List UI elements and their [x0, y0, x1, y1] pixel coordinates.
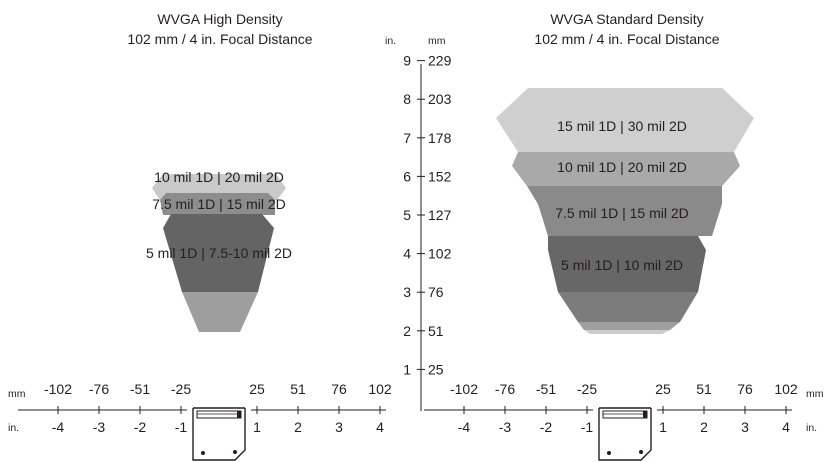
vertical-inch-label: 3 — [403, 284, 411, 300]
right-zone-4 — [548, 236, 706, 292]
vertical-mm-label: 152 — [428, 168, 452, 184]
left-unit-mm: mm — [8, 388, 26, 400]
vertical-inch-label: 5 — [403, 207, 411, 223]
left-inch-label: -4 — [52, 419, 65, 435]
right-mm-label: 102 — [774, 381, 798, 397]
left-zone-3 — [163, 214, 274, 292]
right-zone-1 — [496, 88, 754, 152]
left-zone-3-label: 5 mil 1D | 7.5-10 mil 2D — [146, 245, 292, 261]
left-mm-label: -51 — [130, 381, 150, 397]
left-mm-label: 76 — [331, 381, 347, 397]
vertical-inch-label: 8 — [403, 91, 411, 107]
left-zone-1-label: 10 mil 1D | 20 mil 2D — [154, 169, 284, 185]
right-inch-label: 3 — [741, 419, 749, 435]
right-inch-label: -3 — [499, 419, 512, 435]
left-zone-4 — [182, 292, 258, 332]
right-zones — [496, 88, 754, 334]
right-mm-label: -102 — [450, 381, 478, 397]
vertical-mm-label: 127 — [428, 207, 452, 223]
left-mm-label: 51 — [290, 381, 306, 397]
left-mm-label: -25 — [171, 381, 191, 397]
right-mm-label: -51 — [536, 381, 556, 397]
right-zone-3 — [527, 186, 722, 236]
vertical-mm-label: 25 — [428, 361, 444, 377]
left-inch-label: 3 — [335, 419, 343, 435]
right-mm-label: -76 — [495, 381, 515, 397]
right-inch-label: 4 — [782, 419, 790, 435]
left-inch-label: -1 — [175, 419, 188, 435]
right-mm-label: 76 — [737, 381, 753, 397]
right-unit-mm: mm — [806, 388, 824, 400]
right-mm-label: 51 — [696, 381, 712, 397]
left-zones — [152, 174, 286, 332]
vertical-inch-label: 6 — [403, 168, 411, 184]
left-inch-label: -3 — [93, 419, 106, 435]
left-subtitle: 102 mm / 4 in. Focal Distance — [127, 31, 312, 47]
vertical-mm-label: 178 — [428, 130, 452, 146]
vertical-mm-label: 203 — [428, 91, 452, 107]
left-zone-2-label: 7.5 mil 1D | 15 mil 2D — [152, 196, 286, 212]
vertical-mm-label: 229 — [428, 53, 452, 69]
vertical-mm-label: 76 — [428, 284, 444, 300]
left-mm-label: -76 — [89, 381, 109, 397]
right-zone-2-label: 10 mil 1D | 20 mil 2D — [557, 159, 687, 175]
right-horizontal-axis: -102 -4 -76 -3 -51 -2 -25 -1 25 1 51 2 76 3 102 4 — [424, 381, 798, 435]
right-inch-label: -1 — [581, 419, 594, 435]
vertical-inch-label: 4 — [403, 246, 411, 262]
left-mm-label: 25 — [249, 381, 265, 397]
left-mm-label: 102 — [368, 381, 392, 397]
right-inch-label: 1 — [659, 419, 667, 435]
right-unit-in: in. — [806, 422, 817, 434]
right-zone-7 — [584, 330, 670, 334]
left-inch-label: 4 — [376, 419, 384, 435]
left-inch-label: 2 — [294, 419, 302, 435]
vertical-mm-label: 102 — [428, 246, 452, 262]
left-scanner-icon — [192, 407, 246, 461]
left-inch-label: -2 — [134, 419, 147, 435]
vertical-inch-label: 7 — [403, 130, 411, 146]
right-inch-label: -2 — [540, 419, 553, 435]
right-zone-3-label: 7.5 mil 1D | 15 mil 2D — [555, 205, 689, 221]
right-zone-4-label: 5 mil 1D | 10 mil 2D — [561, 257, 683, 273]
vertical-unit-mm: mm — [428, 35, 446, 47]
left-horizontal-axis: -102 -4 -76 -3 -51 -2 -25 -1 25 1 51 2 76 3 102 4 — [18, 381, 392, 435]
right-title: WVGA Standard Density — [550, 11, 703, 27]
vertical-inch-label: 9 — [403, 53, 411, 69]
vertical-inch-label: 2 — [403, 323, 411, 339]
right-zone-2 — [512, 152, 740, 186]
left-inch-label: 1 — [253, 419, 261, 435]
right-zone-6 — [578, 322, 680, 330]
vertical-inch-label: 1 — [403, 361, 411, 377]
right-inch-label: 2 — [700, 419, 708, 435]
right-mm-label: 25 — [655, 381, 671, 397]
right-scanner-icon — [598, 407, 652, 461]
vertical-ticks: 1 25 2 51 3 76 4 102 5 127 6 152 7 178 8 203 9 229 — [403, 53, 451, 378]
right-zone-1-label: 15 mil 1D | 30 mil 2D — [557, 118, 687, 134]
right-zone-5 — [558, 292, 698, 322]
right-inch-label: -4 — [458, 419, 471, 435]
left-mm-label: -102 — [44, 381, 72, 397]
vertical-unit-in: in. — [385, 35, 396, 47]
left-title: WVGA High Density — [157, 11, 282, 27]
left-zone-2 — [160, 193, 275, 215]
vertical-mm-label: 51 — [428, 323, 444, 339]
left-unit-in: in. — [8, 422, 19, 434]
right-mm-label: -25 — [577, 381, 597, 397]
right-subtitle: 102 mm / 4 in. Focal Distance — [534, 31, 719, 47]
